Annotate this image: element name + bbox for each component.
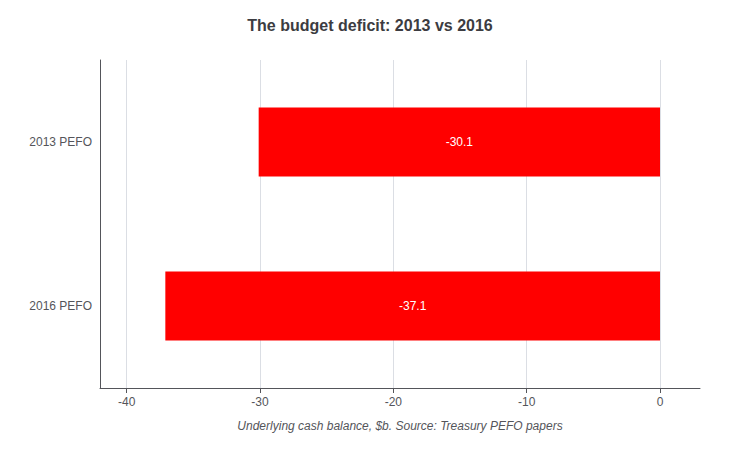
svg-text:-20: -20 — [385, 395, 403, 409]
svg-text:-37.1: -37.1 — [399, 299, 427, 313]
svg-text:The budget deficit: 2013 vs 20: The budget deficit: 2013 vs 2016 — [247, 17, 493, 34]
svg-text:2013 PEFO: 2013 PEFO — [29, 135, 92, 149]
svg-text:-30: -30 — [251, 395, 269, 409]
svg-text:-30.1: -30.1 — [446, 135, 474, 149]
svg-text:Underlying cash balance, $b. S: Underlying cash balance, $b. Source: Tre… — [237, 419, 562, 433]
svg-text:0: 0 — [657, 395, 664, 409]
svg-text:-40: -40 — [118, 395, 136, 409]
svg-text:2016 PEFO: 2016 PEFO — [29, 299, 92, 313]
svg-text:-10: -10 — [518, 395, 536, 409]
